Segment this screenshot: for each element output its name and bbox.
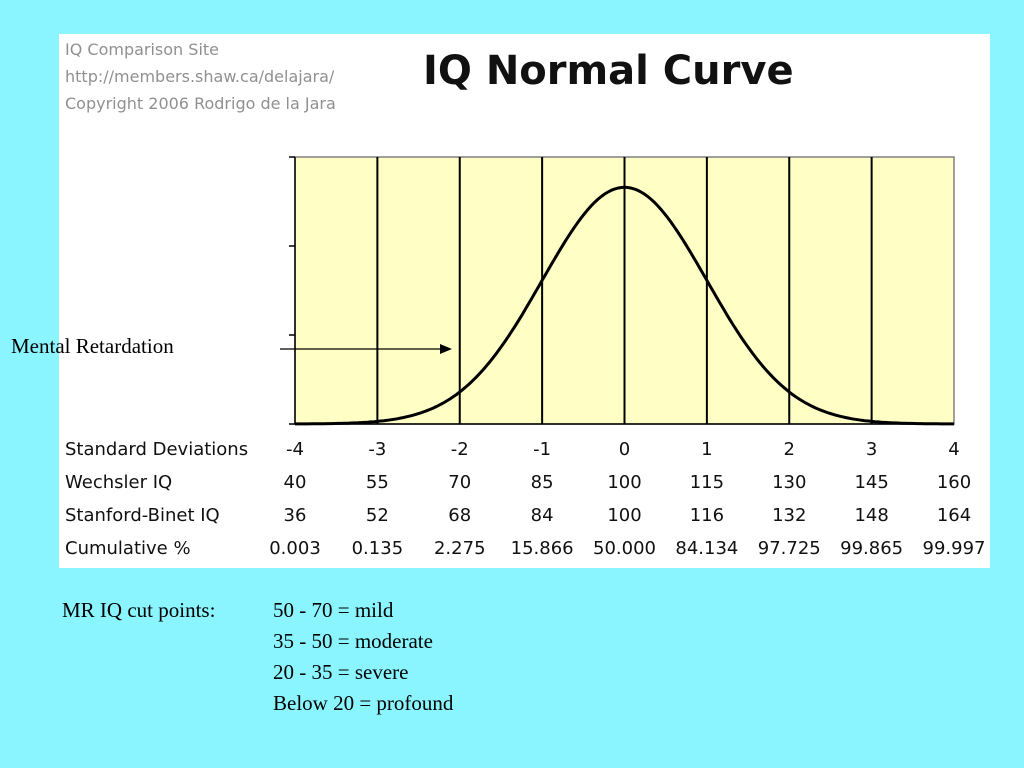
table-cell: 99.997: [922, 538, 986, 559]
table-cell: -3: [368, 439, 387, 460]
table-cell: 115: [689, 472, 725, 493]
table-cell: 15.866: [510, 538, 574, 559]
credit-site-name: IQ Comparison Site: [65, 40, 219, 59]
cut-point-item: Below 20 = profound: [273, 691, 454, 715]
chart-panel: IQ Comparison Site http://members.shaw.c…: [59, 34, 990, 568]
table-cell: 164: [936, 505, 972, 526]
table-cell: 40: [283, 472, 307, 493]
table-cell: 132: [772, 505, 807, 526]
annotation-label: Mental Retardation: [11, 334, 174, 358]
table-cell: 148: [854, 505, 889, 526]
table-cell: 52: [365, 505, 389, 526]
cut-points-label: MR IQ cut points:: [62, 598, 216, 622]
annotation-arrow: [280, 344, 452, 354]
table-cell: 2: [783, 439, 795, 460]
table-cell: 100: [607, 472, 642, 493]
table-cell: 0.135: [351, 538, 404, 559]
table-cell: 85: [530, 472, 554, 493]
table-cell: 55: [365, 472, 389, 493]
table-cell: 84.134: [675, 538, 739, 559]
table-cell: 3: [865, 439, 878, 460]
table-cell: 2.275: [433, 538, 486, 559]
table-cell: 116: [689, 505, 725, 526]
table-cell: 50.000: [593, 538, 656, 559]
cut-point-item: 50 - 70 = mild: [273, 598, 394, 622]
table-row-label: Standard Deviations: [65, 439, 249, 460]
cut-point-item: 35 - 50 = moderate: [273, 629, 433, 653]
table-cell: 84: [530, 505, 554, 526]
table-cell: 68: [448, 505, 472, 526]
table-cell: 0.003: [269, 538, 321, 559]
table-cell: 97.725: [757, 538, 821, 559]
table-row-label: Stanford-Binet IQ: [65, 505, 220, 526]
normal-curve-chart: [289, 156, 955, 426]
table-row-label: Cumulative %: [65, 538, 191, 559]
table-cell: 0: [618, 439, 631, 460]
credit-url: http://members.shaw.ca/delajara/: [65, 67, 335, 86]
table-cell: 36: [283, 505, 307, 526]
table-cell: -2: [450, 439, 469, 460]
table-row-label: Wechsler IQ: [65, 472, 173, 493]
table-cell: 70: [448, 472, 472, 493]
chart-title: IQ Normal Curve: [423, 48, 794, 94]
table-cell: 160: [936, 472, 972, 493]
table-cell: 4: [948, 439, 960, 460]
cut-points-list: 50 - 70 = mild 35 - 50 = moderate 20 - 3…: [273, 598, 453, 722]
table-cell: 130: [772, 472, 807, 493]
table-cell: 100: [607, 505, 642, 526]
cut-point-item: 20 - 35 = severe: [273, 660, 409, 684]
table-cell: 145: [854, 472, 889, 493]
normal-curve-line: [295, 185, 954, 426]
table-cell: -1: [533, 439, 552, 460]
credit-copyright: Copyright 2006 Rodrigo de la Jara: [65, 94, 336, 113]
table-cell: 99.865: [840, 538, 904, 559]
table-cell: 1: [701, 439, 713, 460]
table-cell: -4: [286, 439, 304, 460]
